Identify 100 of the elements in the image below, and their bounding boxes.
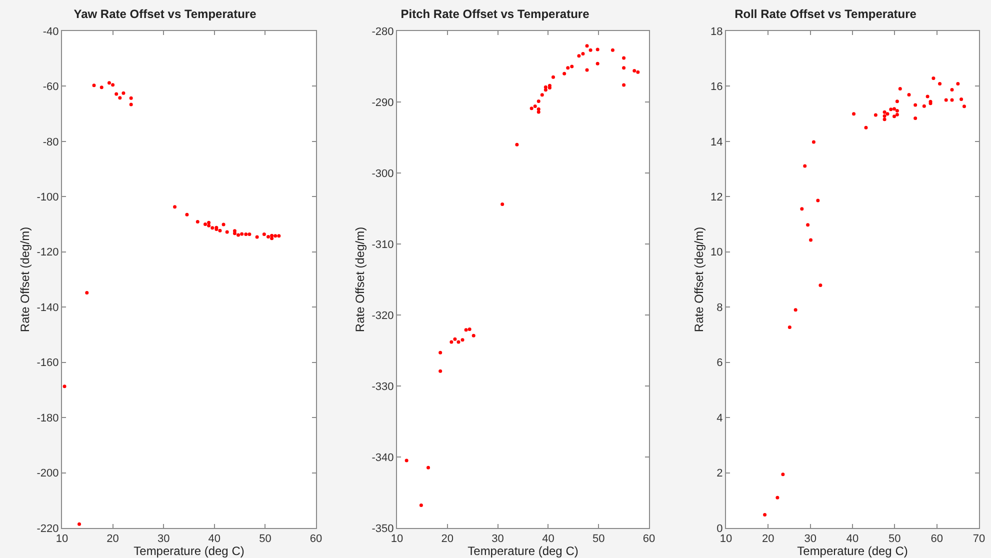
- x-tick-label: 60: [642, 533, 656, 546]
- point: [419, 504, 423, 508]
- point: [895, 100, 899, 104]
- y-axis-title: Rate Offset (deg/m): [18, 226, 32, 332]
- point: [944, 98, 948, 102]
- point: [886, 112, 890, 116]
- point: [114, 92, 118, 96]
- y-tick-label: -220: [36, 522, 59, 535]
- point: [204, 222, 208, 226]
- point: [816, 198, 820, 202]
- point: [270, 236, 274, 240]
- point: [950, 98, 954, 102]
- y-tick-label: 2: [716, 468, 723, 480]
- point: [274, 234, 278, 238]
- x-tick-label: 40: [208, 533, 221, 546]
- point: [548, 84, 552, 88]
- point: [570, 64, 574, 68]
- x-tick-label: 40: [542, 533, 554, 546]
- point: [78, 522, 82, 526]
- point: [111, 83, 115, 87]
- point: [129, 102, 133, 106]
- point: [536, 110, 540, 114]
- point: [818, 284, 822, 288]
- y-tick-label: -100: [36, 192, 59, 204]
- point: [895, 109, 899, 113]
- x-tick-label: 70: [972, 533, 986, 546]
- point: [210, 226, 214, 230]
- y-tick-label: -300: [372, 168, 394, 180]
- x-tick-label: 10: [56, 533, 68, 546]
- point: [864, 126, 868, 130]
- point: [874, 113, 878, 117]
- point: [852, 112, 856, 116]
- point: [895, 112, 899, 116]
- point: [926, 94, 930, 98]
- point: [530, 106, 534, 110]
- point: [207, 220, 211, 224]
- point: [585, 44, 589, 48]
- point: [262, 232, 266, 236]
- point: [173, 205, 177, 209]
- y-tick-label: 8: [716, 302, 723, 314]
- point: [882, 118, 886, 122]
- point: [225, 230, 229, 234]
- point: [809, 238, 813, 242]
- x-tick-label: 60: [310, 533, 322, 546]
- point: [562, 72, 566, 76]
- y-axis-title: Rate Offset (deg/m): [353, 226, 368, 332]
- point: [882, 114, 886, 118]
- point: [781, 472, 785, 476]
- y-tick-label: 6: [716, 357, 723, 370]
- point: [776, 496, 780, 500]
- point: [62, 384, 66, 388]
- point: [222, 222, 226, 226]
- point: [404, 458, 408, 462]
- point: [460, 338, 464, 342]
- point: [270, 234, 274, 238]
- chart-title: Pitch Rate Offset vs Temperature: [400, 7, 590, 22]
- x-tick-label: 30: [804, 533, 816, 546]
- x-tick-label: 60: [930, 533, 943, 546]
- y-tick-label: 12: [710, 192, 723, 204]
- point: [892, 107, 896, 111]
- point: [622, 83, 626, 87]
- y-tick-label: -160: [36, 357, 59, 370]
- x-tick-label: 50: [592, 533, 605, 546]
- point: [129, 96, 133, 100]
- point: [85, 291, 89, 294]
- x-tick-label: 20: [106, 533, 119, 546]
- point: [100, 86, 104, 90]
- point: [450, 340, 454, 344]
- point: [889, 108, 893, 112]
- y-tick-label: -140: [36, 302, 59, 314]
- y-tick-label: -320: [372, 310, 394, 322]
- point: [107, 81, 111, 85]
- point: [788, 326, 792, 330]
- y-tick-label: -330: [372, 380, 394, 393]
- point: [266, 234, 270, 238]
- point: [472, 334, 476, 338]
- point: [962, 104, 966, 108]
- point: [438, 350, 442, 354]
- point: [533, 104, 537, 108]
- point: [185, 212, 189, 216]
- x-tick-label: 30: [157, 533, 170, 546]
- point: [255, 235, 259, 239]
- point: [464, 328, 468, 332]
- y-tick-label: -310: [372, 238, 394, 251]
- point: [240, 232, 244, 236]
- point: [588, 48, 592, 52]
- point: [794, 308, 798, 312]
- point: [122, 91, 126, 95]
- point: [622, 66, 626, 70]
- chart-title: Roll Rate Offset vs Temperature: [734, 7, 917, 22]
- point: [92, 84, 96, 88]
- point: [426, 466, 430, 470]
- point: [892, 114, 896, 118]
- point: [914, 116, 918, 120]
- point: [277, 234, 281, 238]
- x-axis-title: Temperature (deg C): [134, 544, 244, 558]
- point: [596, 62, 600, 66]
- y-tick-label: -40: [42, 26, 59, 38]
- y-tick-label: -200: [36, 468, 59, 480]
- point: [956, 82, 960, 86]
